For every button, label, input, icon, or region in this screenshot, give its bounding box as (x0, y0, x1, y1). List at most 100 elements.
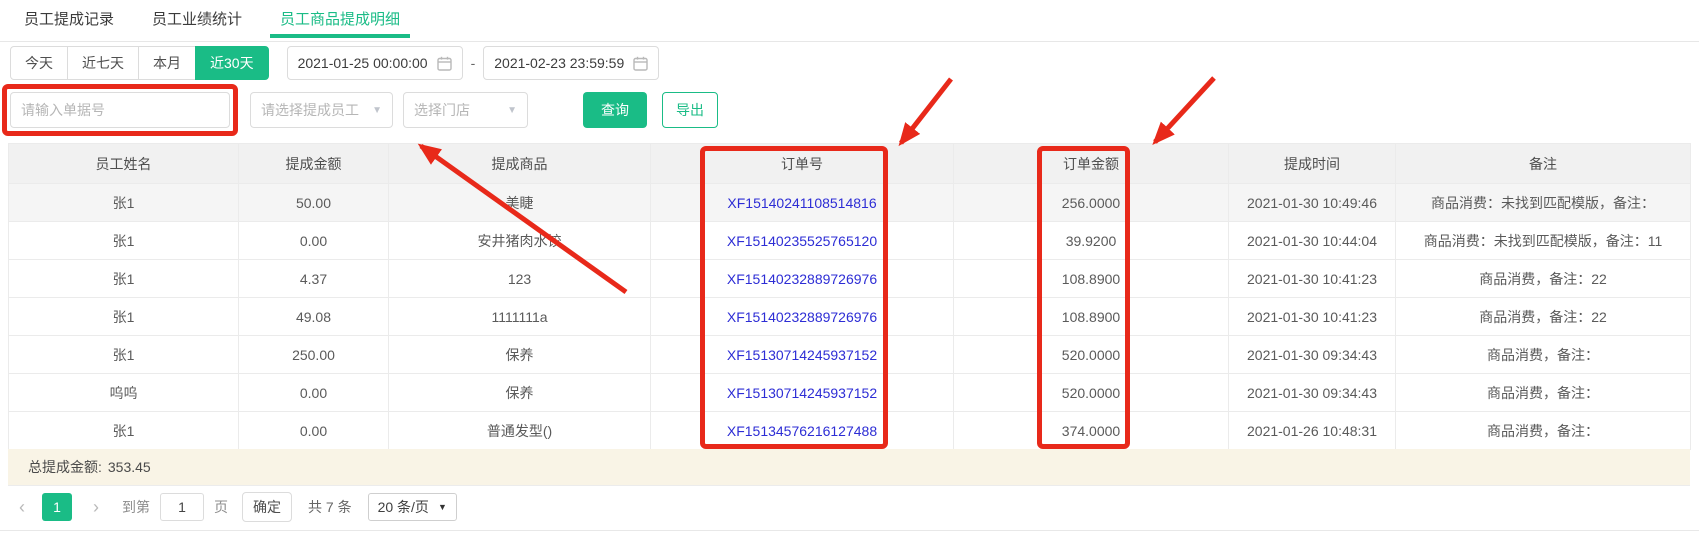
summary-value: 353.45 (107, 459, 151, 475)
cell-order-no-link[interactable]: XF15140235525765120 (650, 221, 954, 260)
summary-bar: 总提成金额: 353.45 (8, 449, 1690, 486)
cell-remark: 商品消费，备注： (1395, 335, 1691, 374)
table-body: 张1 50.00 美睫 XF15140241108514816 256.0000 2021… (8, 183, 1691, 450)
cell-order-amount: 108.8900 (953, 297, 1229, 336)
col-header-commission-product: 提成商品 (388, 143, 651, 184)
goto-page-input[interactable] (160, 493, 204, 521)
col-header-commission-time: 提成时间 (1228, 143, 1396, 184)
col-header-commission-amount: 提成金额 (238, 143, 389, 184)
quick-range-month[interactable]: 本月 (138, 46, 196, 80)
date-start-value: 2021-01-25 00:00:00 (297, 55, 428, 71)
pagination-bar: ‹ 1 › 到第 页 确定 共 7 条 20 条/页 ▼ (10, 491, 457, 523)
tab-performance-stats[interactable]: 员工业绩统计 (152, 10, 243, 28)
cell-employee-name: 张1 (8, 335, 239, 374)
chevron-down-icon: ▼ (372, 104, 382, 116)
date-range-separator: - (470, 55, 476, 71)
quick-range-30days[interactable]: 近30天 (195, 46, 269, 80)
order-no-input[interactable] (10, 92, 230, 128)
page-size-select[interactable]: 20 条/页 ▼ (367, 493, 457, 521)
cell-remark: 商品消费，备注：22 (1395, 297, 1691, 336)
cell-commission-time: 2021-01-26 10:48:31 (1228, 411, 1396, 450)
table-row: 张1 0.00 普通发型() XF15134576216127488 374.0000 2… (8, 411, 1691, 450)
cell-commission-amount: 250.00 (238, 335, 389, 374)
cell-remark: 商品消费，备注： (1395, 411, 1691, 450)
cell-commission-product: 保养 (388, 335, 651, 374)
filter-row-search: 请选择提成员工 ▼ 选择门店 ▼ 查询 导出 (10, 92, 718, 128)
total-count-label: 共 7 条 (308, 499, 352, 515)
cell-commission-amount: 0.00 (238, 221, 389, 260)
date-end-value: 2021-02-23 23:59:59 (494, 55, 625, 71)
page-unit-label: 页 (214, 499, 228, 515)
date-start-input[interactable]: 2021-01-25 00:00:00 (286, 46, 463, 80)
search-button[interactable]: 查询 (583, 92, 647, 128)
cell-commission-product: 保养 (388, 373, 651, 412)
cell-remark: 商品消费：未找到匹配模版，备注：11 (1395, 221, 1691, 260)
tab-commission-records[interactable]: 员工提成记录 (24, 10, 115, 28)
cell-commission-time: 2021-01-30 10:49:46 (1228, 183, 1396, 222)
cell-commission-product: 普通发型() (388, 411, 651, 450)
employee-select-placeholder: 请选择提成员工 (261, 102, 359, 118)
quick-range-today[interactable]: 今天 (10, 46, 68, 80)
export-button[interactable]: 导出 (662, 92, 718, 128)
filter-row-date: 今天 近七天 本月 近30天 2021-01-25 00:00:00 - 202… (10, 46, 660, 80)
quick-range-7days[interactable]: 近七天 (67, 46, 139, 80)
cell-employee-name: 张1 (8, 297, 239, 336)
calendar-icon (436, 56, 452, 71)
cell-order-amount: 108.8900 (953, 259, 1229, 298)
content-bottom-border (0, 530, 1699, 531)
current-page-button[interactable]: 1 (42, 493, 72, 521)
next-page-icon[interactable]: › (93, 497, 99, 517)
cell-commission-amount: 4.37 (238, 259, 389, 298)
cell-order-amount: 39.9200 (953, 221, 1229, 260)
cell-employee-name: 张1 (8, 221, 239, 260)
page-size-value: 20 条/页 (377, 499, 429, 515)
cell-commission-time: 2021-01-30 09:34:43 (1228, 373, 1396, 412)
cell-order-amount: 520.0000 (953, 373, 1229, 412)
prev-page-icon[interactable]: ‹ (19, 497, 25, 517)
cell-commission-product: 安井猪肉水饺 (388, 221, 651, 260)
cell-order-no-link[interactable]: XF15140232889726976 (650, 259, 954, 298)
employee-select[interactable]: 请选择提成员工 ▼ (250, 92, 393, 128)
cell-order-amount: 256.0000 (953, 183, 1229, 222)
chevron-down-icon: ▼ (437, 502, 447, 512)
cell-commission-amount: 50.00 (238, 183, 389, 222)
col-header-order-no: 订单号 (650, 143, 954, 184)
cell-order-amount: 520.0000 (953, 335, 1229, 374)
quick-range-group: 今天 近七天 本月 近30天 (10, 46, 269, 80)
tab-bar: 员工提成记录 员工业绩统计 员工商品提成明细 (0, 0, 1699, 42)
cell-commission-time: 2021-01-30 10:41:23 (1228, 259, 1396, 298)
cell-order-no-link[interactable]: XF15140241108514816 (650, 183, 954, 222)
goto-page-label: 到第 (122, 499, 150, 515)
table-header-row: 员工姓名 提成金额 提成商品 订单号 订单金额 提成时间 备注 (8, 143, 1691, 184)
date-end-input[interactable]: 2021-02-23 23:59:59 (483, 46, 660, 80)
col-header-remark: 备注 (1395, 143, 1691, 184)
arrow-to-order-no-column (898, 77, 953, 147)
cell-employee-name: 张1 (8, 411, 239, 450)
table-row: 张1 50.00 美睫 XF15140241108514816 256.0000 2021… (8, 183, 1691, 222)
cell-employee-name: 张1 (8, 183, 239, 222)
cell-commission-product: 1111111a (388, 297, 651, 336)
cell-order-no-link[interactable]: XF15130714245937152 (650, 335, 954, 374)
arrow-to-order-amount-column (1152, 76, 1216, 145)
store-select[interactable]: 选择门店 ▼ (403, 92, 528, 128)
confirm-page-button[interactable]: 确定 (242, 492, 292, 522)
store-select-placeholder: 选择门店 (414, 102, 470, 118)
cell-commission-time: 2021-01-30 10:44:04 (1228, 221, 1396, 260)
cell-commission-amount: 0.00 (238, 373, 389, 412)
table-row: 张1 250.00 保养 XF15130714245937152 520.0000 202… (8, 335, 1691, 374)
table-row: 呜呜 0.00 保养 XF15130714245937152 520.0000 2021-… (8, 373, 1691, 412)
cell-remark: 商品消费：未找到匹配模版，备注： (1395, 183, 1691, 222)
col-header-employee-name: 员工姓名 (8, 143, 239, 184)
calendar-icon (633, 56, 648, 71)
table-row: 张1 0.00 安井猪肉水饺 XF15140235525765120 39.9200 20… (8, 221, 1691, 260)
commission-detail-table: 员工姓名 提成金额 提成商品 订单号 订单金额 提成时间 备注 张1 50.00 美… (8, 143, 1691, 450)
cell-order-no-link[interactable]: XF15134576216127488 (650, 411, 954, 450)
tab-product-commission-detail[interactable]: 员工商品提成明细 (270, 0, 411, 42)
cell-order-no-link[interactable]: XF15140232889726976 (650, 297, 954, 336)
col-header-order-amount: 订单金额 (953, 143, 1229, 184)
cell-commission-product: 123 (388, 259, 651, 298)
cell-order-no-link[interactable]: XF15130714245937152 (650, 373, 954, 412)
table-row: 张1 49.08 1111111a XF15140232889726976 108.89… (8, 297, 1691, 336)
cell-commission-time: 2021-01-30 09:34:43 (1228, 335, 1396, 374)
cell-remark: 商品消费，备注：22 (1395, 259, 1691, 298)
